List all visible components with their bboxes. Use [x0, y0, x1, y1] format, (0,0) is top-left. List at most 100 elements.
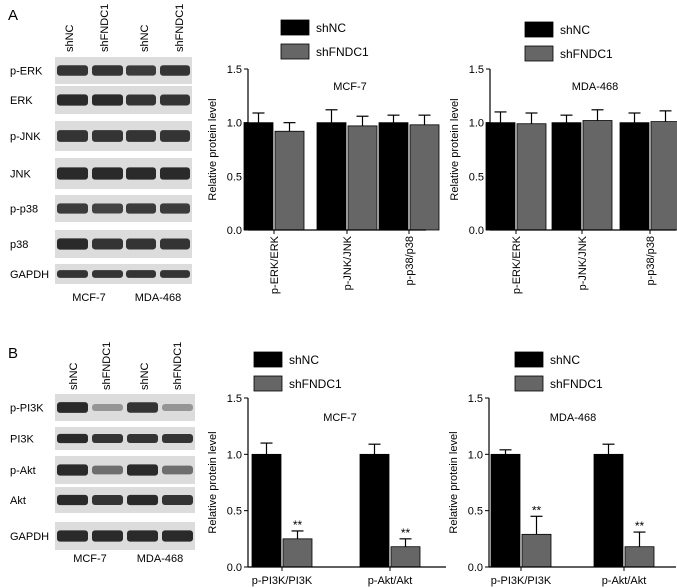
bar	[251, 453, 282, 568]
lane-label: shFNDC1	[174, 4, 186, 52]
y-tick-label: 1.0	[468, 449, 483, 461]
protein-band	[57, 402, 88, 413]
protein-band	[162, 494, 193, 506]
protein-band	[127, 530, 158, 542]
y-axis-label: Relative protein level	[207, 431, 219, 533]
legend-label: shNC	[289, 353, 319, 367]
protein-band	[162, 465, 193, 475]
protein-band	[57, 238, 88, 250]
protein-band	[57, 530, 88, 542]
protein-band	[160, 130, 190, 142]
protein-band	[92, 434, 123, 443]
y-axis-label: Relative protein level	[449, 98, 461, 200]
bar	[316, 122, 347, 231]
legend-swatch	[280, 19, 310, 36]
chart-title: MDA-468	[572, 81, 618, 93]
x-tick-label: p-JNK/JNK	[342, 235, 354, 290]
blot-strip	[55, 264, 125, 284]
protein-band	[57, 94, 88, 106]
protein-band	[162, 403, 193, 412]
legend-label: shNC	[560, 23, 590, 37]
protein-band	[126, 270, 156, 278]
lane-label: shFNDC1	[172, 342, 184, 390]
protein-band	[160, 203, 190, 214]
bar	[485, 122, 516, 231]
blot-strip	[55, 427, 125, 450]
protein-band	[126, 130, 156, 142]
significance-label: **	[635, 519, 645, 533]
cell-line-label: MCF-7	[73, 553, 107, 565]
protein-band	[126, 167, 156, 180]
y-tick-label: 1.5	[469, 64, 484, 76]
bar	[551, 122, 582, 231]
bar	[378, 122, 409, 231]
protein-band	[126, 203, 156, 214]
protein-band	[127, 402, 158, 413]
chart-title: MCF-7	[333, 81, 367, 93]
legend-swatch	[514, 351, 544, 368]
protein-band	[57, 270, 88, 278]
protein-band	[126, 65, 156, 76]
blot-row-label: Akt	[10, 495, 26, 507]
bar	[624, 546, 655, 568]
significance-label: **	[293, 518, 303, 532]
y-tick-label: 0.0	[227, 562, 242, 574]
protein-band	[92, 530, 123, 542]
y-axis-label: Relative protein level	[448, 431, 460, 533]
legend-swatch	[524, 21, 554, 38]
chart-mcf7-mapk: shNC shFNDC1 MCF-7 Relative protein level 0.…	[207, 19, 440, 294]
blot-row-label: PI3K	[10, 434, 35, 446]
x-tick-label: p-PI3K/PI3K	[491, 575, 552, 587]
protein-band	[57, 203, 88, 214]
x-tick-label: p-JNK/JNK	[577, 235, 589, 290]
chart-mcf7-pi3k-akt: shNC shFNDC1 MCF-7 Relative protein level 0.…	[207, 351, 446, 587]
bar	[390, 546, 421, 568]
bar	[593, 453, 624, 568]
legend-swatch	[524, 45, 554, 62]
y-tick-label: 0.5	[227, 506, 242, 518]
bar	[359, 453, 390, 568]
x-tick-label: p-Akt/Akt	[602, 575, 647, 587]
panel-letter: A	[8, 7, 18, 24]
y-tick-label: 1.0	[227, 118, 242, 130]
protein-band	[162, 530, 193, 542]
legend-swatch	[253, 351, 283, 368]
blot-row-label: p-p38	[10, 204, 38, 216]
blot-row-label: p-JNK	[10, 131, 41, 143]
lane-label: shNC	[68, 362, 80, 390]
protein-band	[160, 167, 190, 180]
protein-band	[57, 65, 88, 76]
cell-line-label: MCF-7	[72, 292, 106, 304]
legend-swatch	[514, 375, 544, 392]
chart-title: MCF-7	[323, 412, 357, 424]
protein-band	[57, 464, 88, 476]
y-tick-label: 1.5	[227, 393, 242, 405]
y-axis-label: Relative protein level	[207, 98, 219, 200]
cell-line-label: MDA-468	[137, 553, 183, 565]
bar	[282, 538, 313, 568]
lane-label: shNC	[139, 24, 151, 52]
protein-band	[92, 65, 123, 76]
blot-strip	[125, 427, 195, 450]
protein-band	[92, 94, 123, 106]
x-tick-label: p-p38/p38	[404, 236, 416, 286]
protein-band	[92, 494, 123, 506]
blot-row-label: p-Akt	[10, 465, 36, 477]
chart-mda468-pi3k-akt: shNC shFNDC1 MDA-468 Relative protein level…	[448, 351, 676, 587]
legend-label: shNC	[550, 353, 580, 367]
chart-title: MDA-468	[550, 412, 596, 424]
lane-label: shFNDC1	[99, 4, 111, 52]
blot-strip	[124, 264, 192, 284]
legend-label: shNC	[316, 21, 346, 35]
significance-label: **	[401, 526, 411, 540]
protein-band	[92, 465, 123, 475]
protein-band	[92, 403, 123, 412]
bar	[490, 453, 521, 568]
blot-row-label: p-PI3K	[10, 403, 44, 415]
protein-band	[92, 270, 123, 278]
x-tick-label: p-p38/p38	[645, 236, 657, 286]
bar	[650, 121, 677, 231]
protein-band	[127, 494, 158, 506]
